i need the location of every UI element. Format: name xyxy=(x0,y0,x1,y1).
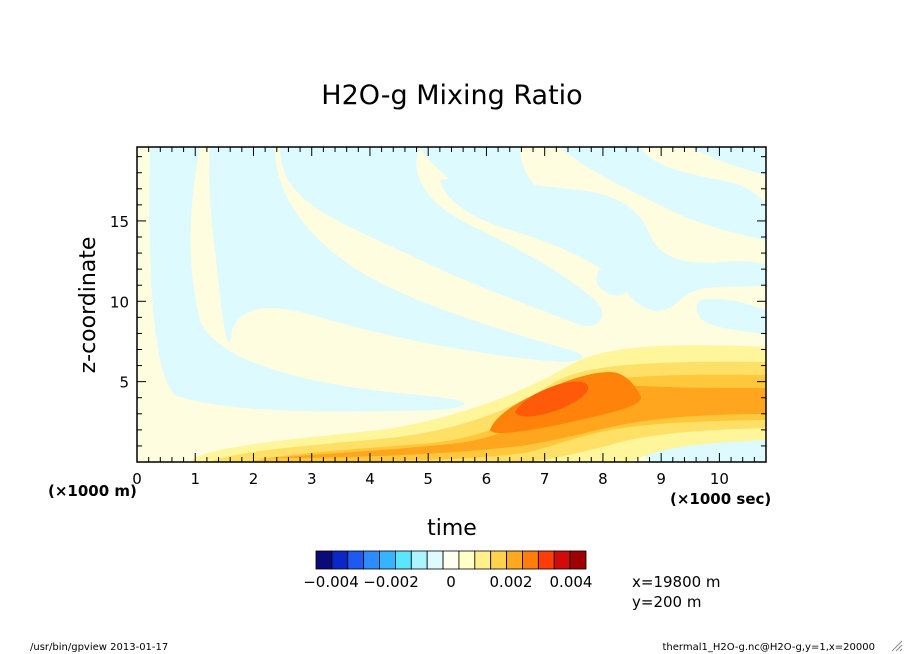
colorbar: −0.004 −0.002 0 0.002 0.004 xyxy=(303,550,593,591)
region-negative-band xyxy=(280,147,603,326)
footer-right: thermal1_H2O-g.nc@H2O-g,y=1,x=20000 xyxy=(663,642,875,653)
colorbar-tick-label: 0.004 xyxy=(550,573,593,591)
colorbar-swatch xyxy=(522,550,539,570)
chart-title: H2O-g Mixing Ratio xyxy=(321,80,582,111)
x-tick-label: 5 xyxy=(423,470,433,488)
colorbar-swatch xyxy=(569,550,587,570)
colorbar-swatch xyxy=(395,550,412,570)
colorbar-tick-label: −0.002 xyxy=(363,573,419,591)
region-negative-band xyxy=(596,269,629,296)
colorbar-swatch xyxy=(379,550,396,570)
y-tick-label: 10 xyxy=(110,293,129,311)
y-tick-label: 15 xyxy=(110,213,129,231)
colorbar-swatch xyxy=(474,550,492,570)
colorbar-swatch xyxy=(490,550,507,570)
region-negative-band xyxy=(560,147,766,240)
x-tick-label: 2 xyxy=(249,470,259,488)
heatmap-field xyxy=(137,147,766,462)
colorbar-tick-label: −0.004 xyxy=(303,573,359,591)
colorbar-swatch xyxy=(458,550,476,570)
x-tick-label: 8 xyxy=(598,470,608,488)
colorbar-swatch xyxy=(363,550,380,570)
colorbar-swatch xyxy=(426,550,444,570)
y-axis-label: z-coordinate xyxy=(76,237,101,374)
colorbar-swatch xyxy=(537,550,555,570)
y-tick-label: 5 xyxy=(119,374,129,392)
colorbar-swatch xyxy=(410,550,428,570)
footer-left: /usr/bin/gpview 2013-01-17 xyxy=(30,642,168,653)
x-tick-label: 3 xyxy=(307,470,317,488)
region-negative-band xyxy=(696,298,766,335)
x-tick-label: 4 xyxy=(365,470,375,488)
x-tick-label: 0 xyxy=(132,470,142,488)
colorbar-tick-label: 0 xyxy=(446,573,456,591)
x-tick-label: 1 xyxy=(190,470,200,488)
resize-grip-icon[interactable] xyxy=(891,640,903,652)
x-tick-label: 6 xyxy=(482,470,492,488)
colorbar-swatch xyxy=(315,550,333,570)
region-0.0035 xyxy=(515,381,589,417)
region-negative-band xyxy=(149,147,465,412)
plot-area: 0 1 2 3 4 5 6 7 8 9 10 5 10 15 xyxy=(110,146,767,488)
x-tick-label: 10 xyxy=(710,470,729,488)
colorbar-swatch xyxy=(442,550,460,570)
x-axis-label: time xyxy=(427,516,477,541)
x-tick-label: 9 xyxy=(656,470,666,488)
x-tick-label: 7 xyxy=(540,470,550,488)
y-scale-label: (×1000 m) xyxy=(48,482,137,500)
region-0.002 xyxy=(270,385,766,458)
slice-y-annotation: y=200 m xyxy=(632,593,701,611)
colorbar-swatch xyxy=(553,550,571,570)
slice-x-annotation: x=19800 m xyxy=(632,573,721,591)
colorbar-swatch xyxy=(506,550,523,570)
region-negative-band xyxy=(690,147,766,175)
x-scale-label: (×1000 sec) xyxy=(670,490,771,508)
colorbar-swatch xyxy=(347,550,365,570)
region-negative-band xyxy=(209,147,583,362)
colorbar-swatch xyxy=(331,550,349,570)
colorbar-tick-label: 0.002 xyxy=(490,573,533,591)
axis-ticks: 0 1 2 3 4 5 6 7 8 9 10 5 10 15 xyxy=(110,147,767,488)
region-negative-band xyxy=(440,178,766,311)
